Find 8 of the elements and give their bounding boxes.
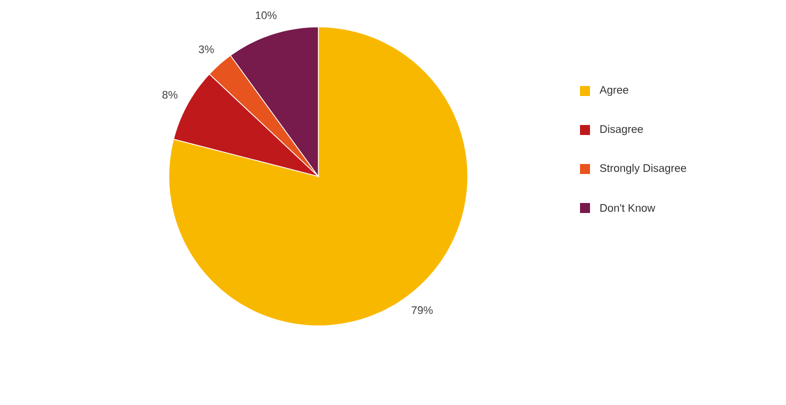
legend-label: Agree (600, 86, 628, 96)
legend-label: Don't Know (600, 204, 656, 212)
data-label: 10% (256, 11, 277, 20)
legend-label: Strongly Disagree (600, 164, 686, 174)
data-label: 8% (162, 90, 178, 99)
legend-label: Disagree (600, 124, 643, 136)
data-label: 79% (412, 306, 433, 314)
data-label: 3% (198, 45, 214, 54)
